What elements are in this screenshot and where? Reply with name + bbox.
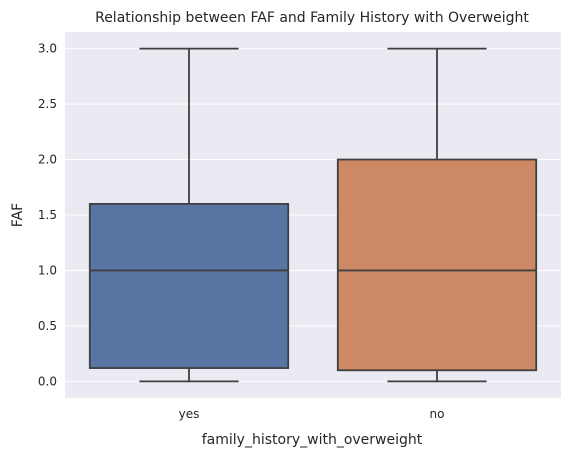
y-tick-label: 0.0 xyxy=(38,374,57,388)
x-tick-label: no xyxy=(430,407,445,421)
box-iqr xyxy=(336,158,538,372)
boxes-layer xyxy=(88,47,538,383)
y-tick-label: 2.5 xyxy=(38,97,57,111)
x-axis-ticks: yes no xyxy=(179,407,445,421)
x-axis-label: family_history_with_overweight xyxy=(202,432,423,448)
x-tick-label: yes xyxy=(179,407,200,421)
chart-title: Relationship between FAF and Family Hist… xyxy=(95,10,529,26)
box-no xyxy=(336,47,538,383)
y-tick-label: 0.5 xyxy=(38,319,57,333)
y-axis-ticks: 0.0 0.5 1.0 1.5 2.0 2.5 3.0 xyxy=(38,42,57,389)
y-tick-label: 3.0 xyxy=(38,42,57,56)
box-yes xyxy=(88,47,290,383)
y-axis-label: FAF xyxy=(10,203,26,227)
y-tick-label: 2.0 xyxy=(38,153,57,167)
y-tick-label: 1.5 xyxy=(38,208,57,222)
box-iqr xyxy=(88,203,290,369)
y-tick-label: 1.0 xyxy=(38,263,57,277)
